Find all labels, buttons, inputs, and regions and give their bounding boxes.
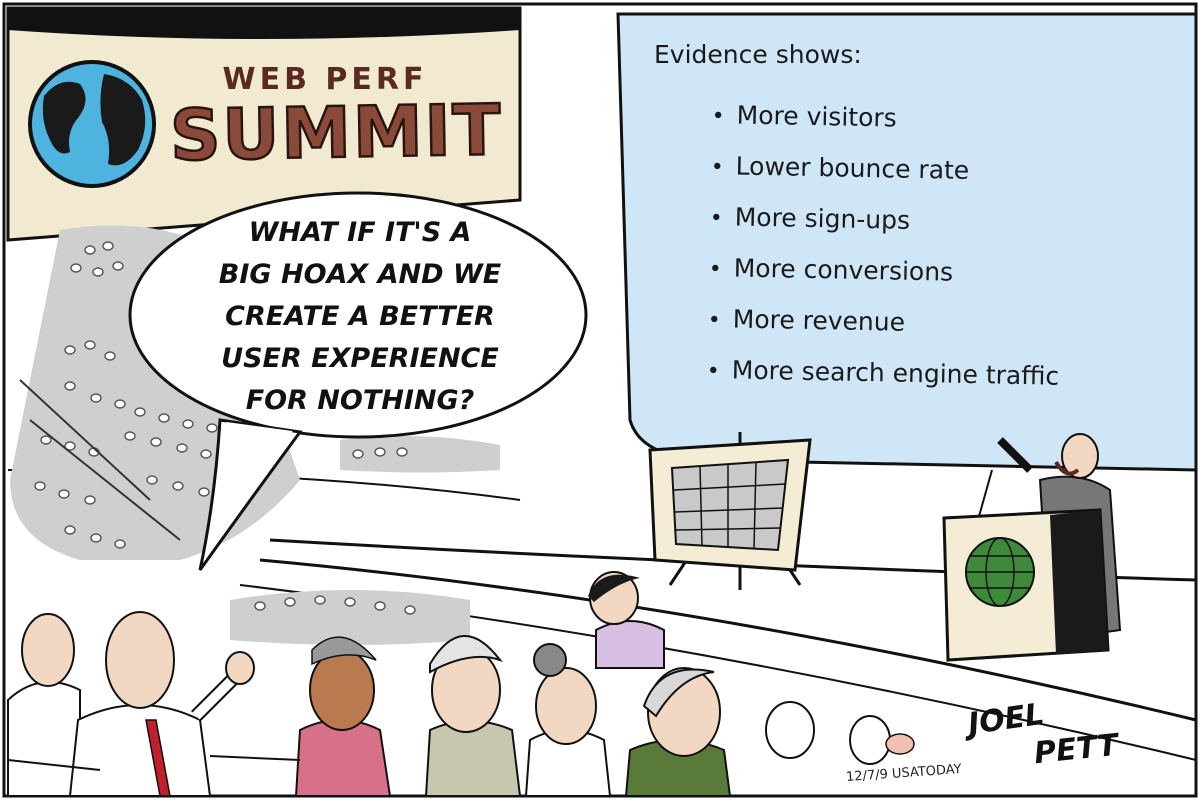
audience-girl [588, 571, 665, 669]
speech-line: FOR NOTHING? [245, 385, 475, 416]
slide-bullet: More conversions [708, 253, 1061, 311]
slide-bullet: More search engine traffic [706, 355, 1060, 413]
globe-icon [28, 60, 156, 188]
speech-bubble [128, 191, 588, 571]
speech-line: USER EXPERIENCE [221, 343, 499, 374]
banner-title: SUMMIT [168, 88, 504, 178]
slide-bullet: More revenue [707, 304, 1060, 362]
easel-chart [648, 432, 812, 590]
speech-line: WHAT IF IT'S A [248, 217, 472, 248]
slide-bullet: Lower bounce rate [710, 151, 1063, 209]
podium [942, 469, 1110, 662]
speech-bubble-text: WHAT IF IT'S A BIG HOAX AND WE CREATE A … [160, 212, 560, 422]
slide-heading: Evidence shows: [654, 40, 862, 69]
banner-subtitle: WEB PERF [222, 62, 428, 97]
slide-bullet: More visitors [711, 100, 1064, 158]
slide-bullet-list: More visitors Lower bounce rate More sig… [706, 100, 1064, 413]
slide-bullet: More sign-ups [709, 202, 1062, 260]
speech-line: BIG HOAX AND WE [218, 259, 502, 290]
foreground-audience [7, 611, 915, 797]
speech-line: CREATE A BETTER [225, 301, 495, 332]
